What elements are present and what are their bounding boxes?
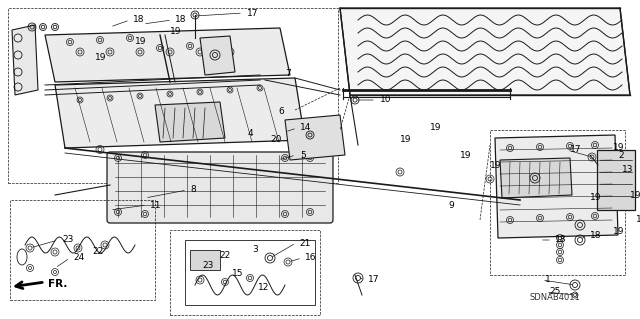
- Text: SDNAB4011: SDNAB4011: [530, 293, 580, 302]
- Text: 3: 3: [252, 246, 258, 255]
- Bar: [10, 200, 155, 300]
- FancyBboxPatch shape: [107, 152, 333, 223]
- Text: 19: 19: [170, 27, 182, 36]
- Text: 13: 13: [622, 166, 634, 174]
- Text: 6: 6: [278, 108, 284, 116]
- Text: 19: 19: [135, 38, 147, 47]
- Text: 14: 14: [300, 123, 312, 132]
- Polygon shape: [500, 158, 572, 198]
- Text: 19: 19: [613, 227, 625, 236]
- Text: 18: 18: [590, 231, 602, 240]
- Text: 23: 23: [202, 262, 213, 271]
- Polygon shape: [55, 78, 305, 148]
- Bar: [597, 150, 635, 210]
- Text: 18: 18: [133, 16, 145, 25]
- Text: 19: 19: [95, 54, 106, 63]
- Text: 18: 18: [555, 235, 566, 244]
- Bar: [190, 250, 220, 270]
- Text: 19: 19: [400, 136, 412, 145]
- Text: 19: 19: [430, 123, 442, 132]
- Text: 19: 19: [636, 216, 640, 225]
- Polygon shape: [200, 36, 235, 75]
- Text: 19: 19: [460, 151, 472, 160]
- Polygon shape: [340, 8, 630, 95]
- Text: 19: 19: [630, 191, 640, 201]
- Polygon shape: [12, 25, 38, 95]
- Text: 17: 17: [247, 9, 259, 18]
- Polygon shape: [45, 28, 290, 82]
- Bar: [8, 8, 338, 183]
- Text: 22: 22: [219, 250, 230, 259]
- Text: 15: 15: [232, 270, 243, 278]
- Polygon shape: [155, 102, 225, 142]
- Bar: [490, 130, 625, 275]
- Text: 21: 21: [299, 239, 310, 248]
- Text: 2: 2: [618, 151, 623, 160]
- Text: 12: 12: [258, 284, 269, 293]
- Text: 16: 16: [305, 254, 317, 263]
- Text: 19: 19: [613, 144, 625, 152]
- Text: 18: 18: [175, 16, 186, 25]
- Text: 10: 10: [380, 95, 392, 105]
- Text: 23: 23: [62, 235, 74, 244]
- Text: 25: 25: [549, 287, 561, 296]
- Text: 7: 7: [285, 69, 291, 78]
- Text: 24: 24: [73, 254, 84, 263]
- Polygon shape: [285, 115, 345, 160]
- Text: 19: 19: [490, 160, 502, 169]
- Text: FR.: FR.: [48, 279, 67, 289]
- Bar: [170, 230, 320, 315]
- Text: 20: 20: [270, 136, 282, 145]
- Text: 17: 17: [368, 276, 380, 285]
- Text: 17: 17: [570, 145, 582, 154]
- Text: 8: 8: [190, 186, 196, 195]
- Text: 5: 5: [300, 151, 306, 160]
- Text: 4: 4: [248, 129, 253, 137]
- Text: 1: 1: [545, 276, 551, 285]
- Bar: [185, 240, 315, 305]
- Text: 11: 11: [150, 201, 161, 210]
- Text: 22: 22: [92, 248, 103, 256]
- Text: 9: 9: [448, 201, 454, 210]
- Polygon shape: [495, 135, 618, 238]
- Text: 19: 19: [590, 194, 602, 203]
